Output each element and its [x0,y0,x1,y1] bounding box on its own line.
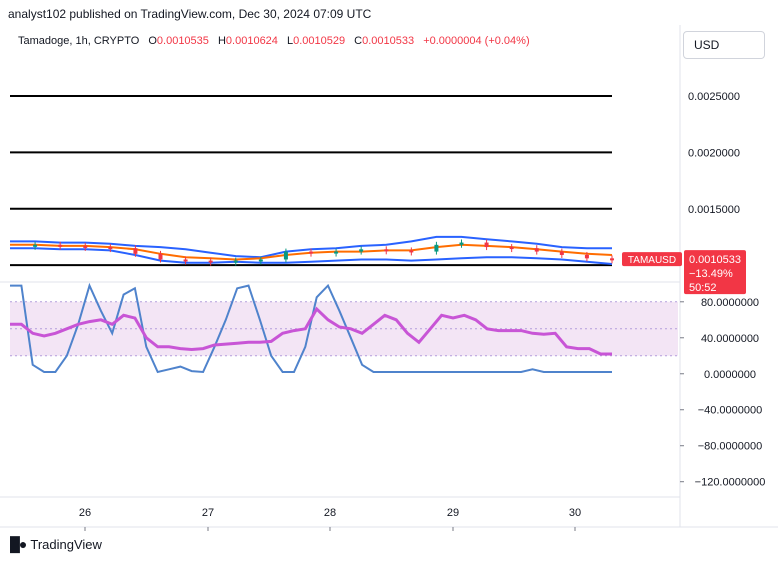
stoch-k-line [10,282,612,374]
osc-tick-1: 40.0000000 [701,333,759,345]
candle-body-4 [108,247,113,250]
candle-body-17 [434,244,439,252]
close-label: C [354,35,363,47]
candle-body-10 [258,259,263,262]
high-label: H [217,35,226,47]
osc-tick-4: −80.0000000 [698,441,763,453]
price-tag-bg [684,250,746,295]
candle-body-19 [484,242,489,248]
candle-body-3 [83,245,88,248]
price-tag-change: −13.49% [689,268,733,280]
candle-body-23 [584,254,589,259]
time-tick-0: 26 [79,507,91,519]
publisher-info: analyst102 published on TradingView.com,… [8,7,372,21]
osc-tick-0: 80.0000000 [701,297,759,309]
symbol-tag: TAMAUSD [628,255,676,266]
candle-body-20 [509,247,514,250]
candle-body-6 [158,253,163,260]
candle-body-11 [283,251,288,260]
brand-name: TradingView [30,536,102,552]
candle-body-24 [610,258,614,261]
price-tag-value: 0.0010533 [689,254,741,266]
candle-body-16 [409,250,414,253]
candle-body-14 [359,249,364,252]
osc-tick-3: −40.0000000 [698,405,763,417]
time-tick-1: 27 [202,507,214,519]
currency-selector[interactable]: USD [683,31,765,59]
candle-body-15 [384,249,389,252]
candle-body-21 [534,248,539,252]
change-value: +0.0000004 (+0.04%) [423,35,530,47]
osc-tick-5: −120.0000000 [695,477,766,489]
ohlc-legend: Tamadoge, 1h, CRYPTO O0.0010535 H0.00106… [18,35,530,47]
open-label: O [148,35,157,47]
brand[interactable]: █● TradingView [10,536,102,552]
low-label: L [286,35,294,47]
candle-body-2 [58,244,63,247]
candle-body-18 [459,242,464,245]
candle-body-7 [183,259,188,262]
symbol-tag-bg [622,252,682,267]
time-tick-3: 29 [447,507,459,519]
candle-body-5 [133,248,138,254]
time-tick-4: 30 [569,507,581,519]
symbol-label[interactable]: Tamadoge, 1h, CRYPTO [18,35,140,47]
open-value: 0.0010535 [156,35,209,47]
candle-body-9 [233,260,238,263]
high-value: 0.0010624 [225,35,278,47]
candle-body-13 [334,251,339,254]
candle-body-22 [559,251,564,255]
price-tick-1: 0.0020000 [688,147,740,159]
candle-body-8 [208,260,213,263]
price-tick-2: 0.0015000 [688,204,740,216]
candle-body-12 [309,251,313,254]
candle-body-1 [33,244,38,247]
tradingview-logo-icon: █● [10,536,27,552]
price-tag-countdown: 50:52 [689,282,717,294]
stoch-d-line [10,306,612,356]
low-value: 0.0010529 [293,35,346,47]
osc-tick-2: 0.0000000 [704,369,756,381]
price-tick-0: 0.0025000 [688,91,740,103]
time-tick-2: 28 [324,507,336,519]
close-value: 0.0010533 [362,35,415,47]
